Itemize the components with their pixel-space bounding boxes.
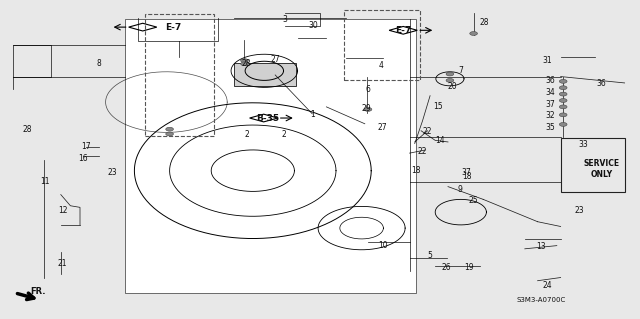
Text: 13: 13 bbox=[536, 242, 546, 251]
Circle shape bbox=[241, 62, 248, 66]
Text: B-35: B-35 bbox=[256, 114, 279, 122]
Text: S3M3-A0700C: S3M3-A0700C bbox=[516, 297, 565, 303]
Text: 34: 34 bbox=[545, 88, 556, 97]
Circle shape bbox=[559, 79, 567, 83]
Text: 18: 18 bbox=[463, 172, 472, 181]
Circle shape bbox=[559, 92, 567, 96]
Text: 32: 32 bbox=[545, 111, 556, 120]
Text: 3: 3 bbox=[282, 15, 287, 24]
Text: 5: 5 bbox=[428, 251, 433, 260]
Text: 27: 27 bbox=[270, 55, 280, 63]
Text: 37: 37 bbox=[545, 100, 556, 109]
Text: 22: 22 bbox=[418, 147, 427, 156]
Circle shape bbox=[166, 127, 173, 131]
Circle shape bbox=[446, 78, 454, 82]
Text: 28: 28 bbox=[479, 18, 488, 27]
Text: 2: 2 bbox=[244, 130, 249, 139]
Text: 28: 28 bbox=[22, 125, 31, 134]
Text: 24: 24 bbox=[542, 281, 552, 290]
Text: 22: 22 bbox=[423, 127, 432, 136]
Text: 23: 23 bbox=[107, 168, 117, 177]
Text: 23: 23 bbox=[574, 206, 584, 215]
Circle shape bbox=[364, 108, 372, 111]
Bar bbox=[145, 14, 214, 136]
Text: 11: 11 bbox=[40, 177, 49, 186]
Text: 35: 35 bbox=[545, 123, 556, 132]
Circle shape bbox=[166, 132, 173, 136]
Text: 18: 18 bbox=[412, 166, 420, 174]
Text: 4: 4 bbox=[379, 61, 384, 70]
Text: 14: 14 bbox=[435, 137, 445, 145]
Text: SERVICE
ONLY: SERVICE ONLY bbox=[584, 160, 620, 179]
Text: 6: 6 bbox=[365, 85, 371, 94]
Text: 20: 20 bbox=[447, 82, 457, 91]
Text: 28: 28 bbox=[242, 59, 251, 68]
Text: 26: 26 bbox=[441, 263, 451, 272]
Text: 29: 29 bbox=[361, 104, 371, 113]
Bar bbox=[561, 138, 625, 192]
Text: 2: 2 bbox=[282, 130, 287, 139]
Text: 8: 8 bbox=[97, 59, 102, 68]
FancyBboxPatch shape bbox=[125, 19, 416, 293]
Bar bbox=[344, 10, 420, 80]
Text: 37: 37 bbox=[461, 168, 471, 177]
Text: 12: 12 bbox=[58, 206, 67, 215]
Text: FR.: FR. bbox=[31, 287, 46, 296]
Circle shape bbox=[241, 59, 248, 63]
Text: 9: 9 bbox=[457, 185, 462, 194]
Circle shape bbox=[470, 32, 477, 35]
Text: 7: 7 bbox=[458, 66, 463, 75]
Circle shape bbox=[559, 122, 567, 126]
Circle shape bbox=[559, 86, 567, 90]
Text: 10: 10 bbox=[378, 241, 388, 250]
Text: E-7: E-7 bbox=[164, 23, 181, 32]
Text: 27: 27 bbox=[378, 123, 388, 132]
Text: 31: 31 bbox=[542, 56, 552, 65]
Text: E-7: E-7 bbox=[395, 26, 412, 35]
Text: 25: 25 bbox=[468, 196, 479, 205]
Circle shape bbox=[559, 99, 567, 102]
Circle shape bbox=[559, 105, 567, 109]
Text: 19: 19 bbox=[464, 263, 474, 272]
Text: 33: 33 bbox=[579, 140, 589, 149]
Text: 30: 30 bbox=[308, 21, 319, 30]
Text: 15: 15 bbox=[433, 102, 444, 111]
Text: 17: 17 bbox=[81, 142, 92, 151]
Text: 36: 36 bbox=[596, 79, 607, 88]
Bar bbox=[234, 63, 296, 86]
Circle shape bbox=[559, 113, 567, 117]
Circle shape bbox=[446, 72, 454, 76]
Text: 16: 16 bbox=[78, 154, 88, 163]
Text: 21: 21 bbox=[58, 259, 67, 268]
Text: 1: 1 bbox=[310, 110, 315, 119]
Text: 36: 36 bbox=[545, 76, 556, 85]
